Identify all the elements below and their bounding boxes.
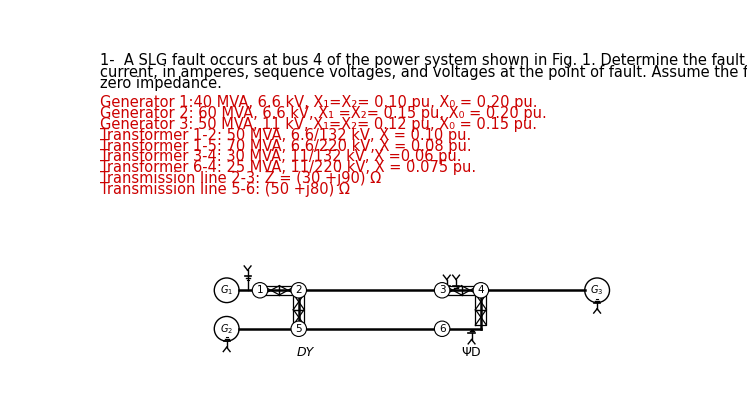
- Circle shape: [252, 283, 267, 298]
- Text: Generator 1:40 MVA, 6.6 kV, X₁=X₂= 0.10 pu, X₀ = 0.20 pu.: Generator 1:40 MVA, 6.6 kV, X₁=X₂= 0.10 …: [99, 95, 537, 111]
- Text: 6: 6: [438, 324, 445, 334]
- Text: Transformer 1-5: 70 MVA, 6.6/220 kV, X = 0.08 pu.: Transformer 1-5: 70 MVA, 6.6/220 kV, X =…: [99, 138, 471, 153]
- Text: $G_3$: $G_3$: [590, 284, 604, 297]
- Text: 1: 1: [257, 285, 263, 295]
- Circle shape: [473, 283, 489, 298]
- Text: 4: 4: [477, 285, 484, 295]
- Text: current, in amperes, sequence voltages, and voltages at the point of fault. Assu: current, in amperes, sequence voltages, …: [99, 65, 747, 80]
- Text: DY: DY: [297, 346, 314, 359]
- Text: Transformer 1-2: 50 MVA, 6.6/132 kV, X = 0.10 pu.: Transformer 1-2: 50 MVA, 6.6/132 kV, X =…: [99, 128, 471, 143]
- Text: 1-  A SLG fault occurs at bus 4 of the power system shown in Fig. 1. Determine t: 1- A SLG fault occurs at bus 4 of the po…: [99, 53, 745, 68]
- Circle shape: [434, 321, 450, 337]
- Text: Generator 3: 50 MVA, 11 kV, X₁=X₂= 0.12 pu, X₀ = 0.15 pu.: Generator 3: 50 MVA, 11 kV, X₁=X₂= 0.12 …: [99, 117, 536, 132]
- Text: 2: 2: [295, 285, 302, 295]
- Text: zero impedance.: zero impedance.: [99, 76, 221, 91]
- Text: Transmission line 5-6: (50 +j80) Ω: Transmission line 5-6: (50 +j80) Ω: [99, 182, 350, 197]
- Text: 3: 3: [438, 285, 445, 295]
- Text: Transmission line 2-3: Z = (30 +j90) Ω: Transmission line 2-3: Z = (30 +j90) Ω: [99, 171, 381, 186]
- Text: $G_2$: $G_2$: [220, 322, 233, 336]
- Text: $G_1$: $G_1$: [220, 284, 233, 297]
- Text: Transformer 6-4: 25 MVA, 11/220 kV, X = 0.075 pu.: Transformer 6-4: 25 MVA, 11/220 kV, X = …: [99, 160, 476, 175]
- Text: Transformer 3-4: 30 MVA, 11/132 kV, X =0.06 pu.: Transformer 3-4: 30 MVA, 11/132 kV, X =0…: [99, 149, 461, 164]
- Text: Generator 2: 60 MVA, 6.6 kV, X₁ =X₂= 0.15 pu, X₀ = 0.20 pu.: Generator 2: 60 MVA, 6.6 kV, X₁ =X₂= 0.1…: [99, 106, 546, 121]
- Circle shape: [434, 283, 450, 298]
- Text: $\Psi$D: $\Psi$D: [461, 346, 482, 359]
- Circle shape: [291, 283, 306, 298]
- Circle shape: [291, 321, 306, 337]
- Text: 5: 5: [295, 324, 302, 334]
